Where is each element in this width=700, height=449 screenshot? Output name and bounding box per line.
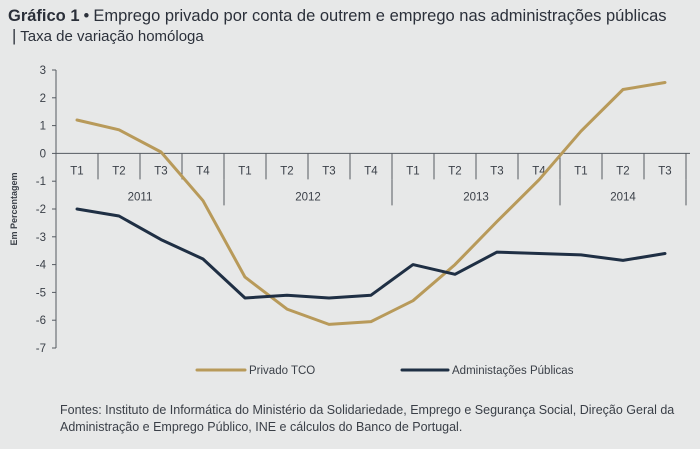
quarter-label: T1 <box>574 165 587 177</box>
title-main: Emprego privado por conta de outrem e em… <box>93 7 667 25</box>
quarter-label: T2 <box>280 165 293 177</box>
quarter-label: T1 <box>70 165 83 177</box>
y-tick-label: -6 <box>36 315 46 327</box>
year-label: 2014 <box>610 191 636 203</box>
title-divider: | <box>12 27 17 45</box>
quarter-label: T3 <box>322 165 335 177</box>
quarter-label: T3 <box>490 165 503 177</box>
y-tick-label: 3 <box>40 65 46 77</box>
y-tick-label: -2 <box>36 204 46 216</box>
year-label: 2011 <box>128 191 153 203</box>
y-tick-label: 1 <box>40 121 46 133</box>
legend-label-privado-tco: Privado TCO <box>249 365 315 377</box>
legend-label-administracoes-publicas: Administações Públicas <box>452 365 574 377</box>
quarter-label: T2 <box>448 165 461 177</box>
series-line-privado-tco <box>75 81 667 326</box>
y-tick-label: 0 <box>40 148 46 160</box>
title-bullet: • <box>83 7 90 25</box>
quarter-label: T4 <box>196 165 210 177</box>
y-tick-label: -4 <box>36 260 47 272</box>
y-tick-label: -5 <box>36 287 46 299</box>
year-label: 2012 <box>295 191 321 203</box>
quarter-label: T3 <box>154 165 167 177</box>
y-tick-label: 2 <box>40 93 46 105</box>
series-line-administracoes-publicas <box>75 207 667 300</box>
quarter-label: T1 <box>238 165 251 177</box>
y-tick-label: -7 <box>36 343 46 355</box>
chart-title: Gráfico 1 • Emprego privado por conta de o… <box>8 6 692 47</box>
quarter-label: T3 <box>658 165 671 177</box>
quarter-label: T4 <box>364 165 378 177</box>
year-label: 2013 <box>463 191 489 203</box>
y-tick-label: -3 <box>36 232 46 244</box>
source-note: Fontes: Instituto de Informática do Mini… <box>60 403 675 434</box>
chart-number: Gráfico 1 <box>8 7 80 25</box>
y-tick-label: -1 <box>36 176 46 188</box>
quarter-label: T2 <box>112 165 125 177</box>
quarter-label: T2 <box>616 165 629 177</box>
title-subtitle: Taxa de variação homóloga <box>20 28 204 45</box>
quarter-label: T1 <box>406 165 419 177</box>
y-axis-label: Em Percentagem <box>9 172 19 245</box>
